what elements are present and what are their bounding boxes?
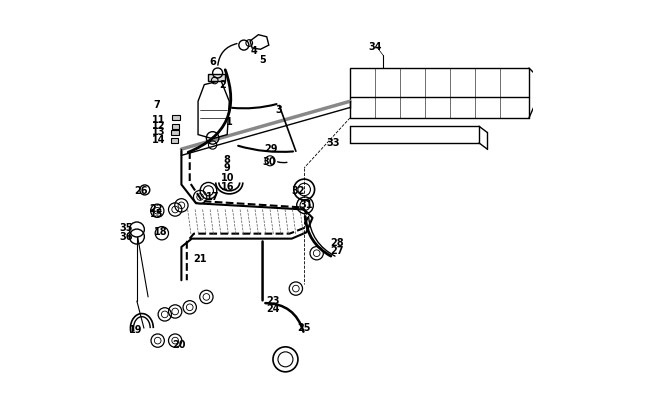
Text: 14: 14 (151, 135, 165, 145)
Text: 19: 19 (129, 325, 142, 335)
Bar (209, 74, 225, 81)
Text: 35: 35 (120, 223, 133, 233)
Text: 16: 16 (220, 181, 234, 191)
Text: 29: 29 (264, 144, 278, 154)
Text: 36: 36 (120, 232, 133, 242)
Text: 27: 27 (331, 246, 345, 256)
Text: 10: 10 (220, 173, 234, 183)
Text: 15: 15 (150, 209, 163, 219)
Text: 3: 3 (276, 105, 283, 115)
Text: 20: 20 (172, 340, 186, 350)
Bar (172, 115, 180, 120)
Text: 26: 26 (135, 186, 148, 196)
Text: 11: 11 (151, 115, 165, 125)
Text: 32: 32 (291, 186, 305, 196)
Text: 21: 21 (194, 254, 207, 264)
Text: 31: 31 (300, 200, 313, 210)
Text: 34: 34 (368, 42, 382, 52)
Text: 5: 5 (259, 54, 266, 65)
Bar (172, 124, 179, 129)
Text: 25: 25 (298, 323, 311, 333)
Bar (172, 130, 179, 135)
Text: 22: 22 (150, 204, 163, 215)
Text: 33: 33 (326, 138, 340, 148)
Text: 30: 30 (262, 157, 276, 167)
Text: 2: 2 (220, 80, 226, 90)
Text: 9: 9 (224, 163, 231, 173)
Text: 24: 24 (266, 304, 280, 314)
Text: 7: 7 (153, 101, 160, 111)
Text: 23: 23 (266, 296, 280, 306)
Text: 18: 18 (154, 228, 168, 238)
Text: 8: 8 (224, 155, 231, 165)
Text: 6: 6 (209, 57, 216, 67)
Text: 17: 17 (206, 192, 219, 202)
Text: 12: 12 (151, 121, 165, 131)
Text: 28: 28 (331, 238, 345, 248)
Text: 13: 13 (151, 127, 165, 137)
Text: 4: 4 (251, 47, 257, 56)
Bar (171, 138, 179, 143)
Text: 1: 1 (226, 117, 233, 127)
